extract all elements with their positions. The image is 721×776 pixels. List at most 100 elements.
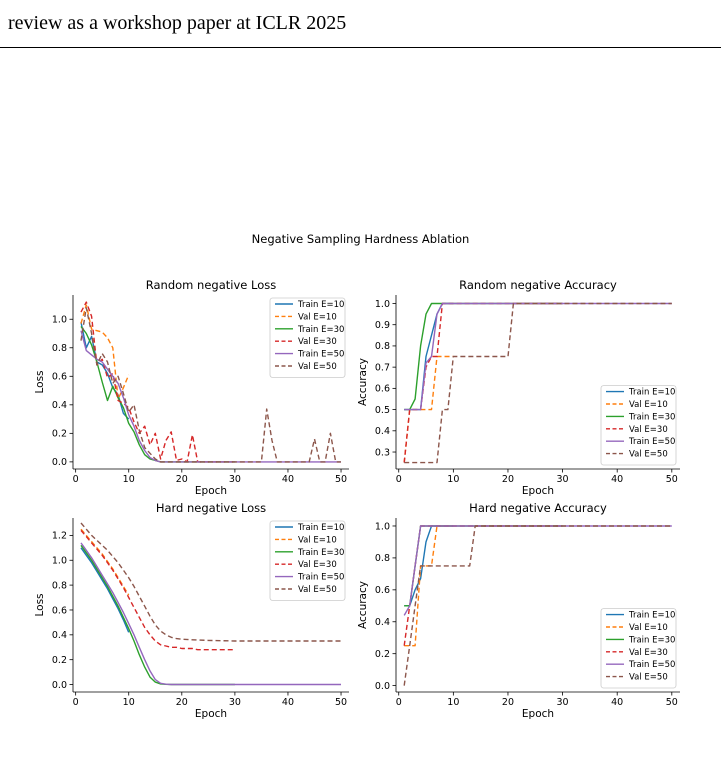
y-axis-label: Accuracy (357, 358, 369, 406)
legend-label: Train E=30 (297, 548, 344, 558)
series-line-train-e-50 (80, 330, 341, 463)
x-tick-label: 50 (666, 697, 678, 708)
y-tick-label: 0.0 (375, 681, 390, 692)
x-tick-label: 30 (229, 474, 241, 485)
legend-label: Train E=30 (628, 635, 675, 645)
y-axis-label: Loss (34, 370, 46, 393)
y-tick-label: 0.8 (52, 343, 67, 354)
series-line-train-e-10 (80, 547, 130, 633)
x-tick-label: 30 (557, 474, 569, 485)
chart-panel-3: Hard negative Loss 0 10 20 30 40 50 0.0 0.2 0.4 0.… (34, 501, 349, 720)
legend-label: Train E=10 (628, 388, 675, 398)
x-tick-label: 50 (335, 697, 347, 708)
legend-label: Val E=50 (629, 673, 668, 683)
x-tick-label: 20 (502, 697, 514, 708)
series-line-val-e-30 (403, 302, 563, 463)
chart-title: Random negative Loss (146, 278, 276, 292)
legend-label: Val E=30 (298, 337, 337, 347)
legend-label: Train E=10 (297, 300, 344, 310)
x-tick-label: 40 (611, 697, 623, 708)
x-tick-label: 10 (447, 697, 459, 708)
legend-label: Val E=10 (298, 312, 337, 322)
series-line-train-e-50 (404, 302, 672, 411)
x-tick-label: 40 (282, 697, 294, 708)
x-tick-label: 20 (176, 697, 188, 708)
series-line-val-e-50 (403, 525, 672, 686)
y-tick-label: 0.8 (375, 341, 390, 352)
legend-box (269, 297, 346, 378)
y-tick-label: 1.0 (52, 556, 67, 567)
series-line-train-e-30 (80, 544, 235, 686)
series-line-val-e-30 (80, 301, 235, 463)
series-line-val-e-10 (80, 304, 130, 400)
chart-title: Hard negative Accuracy (469, 501, 607, 515)
y-tick-label: 0.6 (52, 372, 67, 383)
legend-label: Val E=10 (298, 535, 337, 545)
y-tick-label: 0.6 (375, 585, 390, 596)
legend-label: Train E=50 (628, 660, 675, 670)
legend-label: Val E=30 (629, 648, 668, 658)
legend-label: Val E=10 (629, 623, 668, 633)
y-tick-label: 0.4 (52, 400, 67, 411)
chart-title: Hard negative Loss (156, 501, 266, 515)
y-tick-label: 0.4 (52, 630, 67, 641)
legend: Train E=10 Val E=10 Train E=30 Val E=30 Trai… (269, 297, 346, 378)
x-tick-label: 20 (502, 474, 514, 485)
y-tick-label: 0.4 (375, 426, 390, 437)
y-tick-label: 0.6 (375, 384, 390, 395)
y-tick-label: 0.2 (52, 655, 67, 666)
x-tick-label: 30 (229, 697, 241, 708)
header-text: review as a workshop paper at ICLR 2025 (8, 12, 347, 34)
y-tick-label: 0.3 (375, 447, 390, 458)
y-axis-label: Loss (34, 593, 46, 616)
x-tick-label: 40 (611, 474, 623, 485)
legend: Train E=10 Val E=10 Train E=30 Val E=30 Trai… (600, 385, 677, 466)
legend-label: Train E=50 (297, 573, 344, 583)
x-tick-label: 30 (557, 697, 569, 708)
series-line-val-e-30 (80, 529, 235, 651)
y-tick-label: 0.8 (52, 580, 67, 591)
legend-label: Val E=50 (629, 450, 668, 460)
x-axis-label: Epoch (195, 708, 227, 720)
x-tick-label: 10 (123, 474, 135, 485)
header-rule (0, 47, 721, 48)
legend-box (269, 520, 346, 601)
y-tick-label: 0.7 (375, 362, 390, 373)
series-line-val-e-10 (403, 355, 454, 463)
y-tick-label: 0.8 (375, 553, 390, 564)
y-tick-label: 0.5 (375, 405, 390, 416)
y-tick-label: 0.2 (375, 649, 390, 660)
y-tick-label: 0.9 (375, 320, 390, 331)
chart-title: Random negative Accuracy (459, 278, 617, 292)
y-tick-label: 1.0 (375, 299, 390, 310)
chart-panel-4: Hard negative Accuracy 0 10 20 30 40 50 0.0 0.2 0… (357, 501, 680, 720)
series-line-train-e-50 (403, 525, 672, 616)
y-axis-label: Accuracy (357, 581, 369, 629)
legend-box (600, 608, 677, 689)
x-tick-label: 50 (335, 474, 347, 485)
legend-label: Train E=50 (628, 437, 675, 447)
x-tick-label: 10 (447, 474, 459, 485)
figure-title: Negative Sampling Hardness Ablation (251, 232, 470, 246)
legend-label: Train E=30 (297, 325, 344, 335)
legend-label: Val E=30 (629, 425, 668, 435)
x-tick-label: 0 (396, 474, 402, 485)
legend-label: Train E=10 (297, 523, 344, 533)
legend-label: Val E=10 (629, 400, 668, 410)
legend: Train E=10 Val E=10 Train E=30 Val E=30 Trai… (269, 520, 346, 601)
x-axis-label: Epoch (522, 708, 554, 720)
series-line-val-e-30 (403, 525, 563, 646)
series-line-train-e-30 (80, 325, 235, 463)
y-tick-label: 1.2 (52, 531, 67, 542)
legend-label: Train E=10 (628, 611, 675, 621)
series-line-val-e-50 (404, 302, 672, 464)
x-axis-label: Epoch (195, 485, 227, 497)
legend-label: Val E=30 (298, 560, 337, 570)
series-line-train-e-30 (404, 302, 563, 411)
x-tick-label: 10 (123, 697, 135, 708)
y-tick-label: 0.4 (375, 617, 390, 628)
series-line-val-e-50 (80, 522, 341, 642)
legend-label: Train E=50 (297, 350, 344, 360)
x-tick-label: 40 (282, 474, 294, 485)
